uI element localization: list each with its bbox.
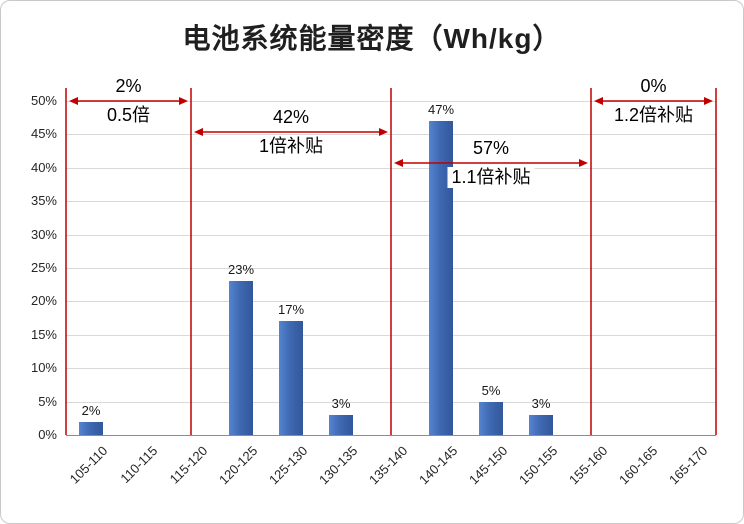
y-axis-tick-label: 0% xyxy=(38,427,57,442)
region-subsidy-label: 1.1倍补贴 xyxy=(447,167,535,188)
region-share-label: 0% xyxy=(636,76,671,97)
x-axis-category-label: 160-165 xyxy=(616,443,661,488)
gridline xyxy=(66,167,716,169)
region-share-label: 2% xyxy=(111,76,146,97)
gridline xyxy=(66,234,716,236)
chart-title: 电池系统能量密度（Wh/kg） xyxy=(182,23,562,54)
gridline xyxy=(66,334,716,336)
bar xyxy=(479,401,503,435)
x-axis-category-label: 140-145 xyxy=(416,443,461,488)
x-axis-category-label: 115-120 xyxy=(166,443,211,487)
x-axis-category-label: 135-140 xyxy=(366,443,411,488)
bar xyxy=(329,415,353,435)
region-share-label: 42% xyxy=(268,107,314,128)
y-axis-tick-label: 40% xyxy=(30,159,57,175)
x-axis-category-label: 150-155 xyxy=(516,443,561,488)
region-subsidy-label: 1倍补贴 xyxy=(254,136,328,157)
range-arrowhead-right xyxy=(579,159,588,167)
gridline xyxy=(66,134,716,136)
y-axis-tick-label: 25% xyxy=(30,260,57,275)
bar xyxy=(529,415,553,435)
y-axis-tick-label: 15% xyxy=(30,326,57,342)
x-axis-category-label: 105-110 xyxy=(66,443,111,487)
bar-value-label: 23% xyxy=(227,262,255,278)
y-axis-tick-label: 45% xyxy=(30,126,57,142)
bar-value-label: 17% xyxy=(277,302,305,318)
range-arrowhead-left xyxy=(394,159,403,167)
bar-value-label: 2% xyxy=(81,402,101,418)
x-axis-category-label: 145-150 xyxy=(466,443,511,488)
x-axis-category-label: 125-130 xyxy=(266,443,311,488)
bar xyxy=(279,321,303,435)
gridline xyxy=(66,401,716,403)
bar-value-label: 47% xyxy=(427,102,455,117)
region-share-label: 57% xyxy=(468,138,514,159)
region-subsidy-label: 1.2倍补贴 xyxy=(609,105,698,126)
bar xyxy=(229,281,253,435)
y-axis-tick-label: 35% xyxy=(30,193,57,209)
y-axis-tick-label: 20% xyxy=(30,293,57,309)
bar-value-label: 5% xyxy=(481,382,501,398)
bar-value-label: 3% xyxy=(331,396,351,411)
gridline xyxy=(66,201,716,203)
x-axis-category-label: 120-125 xyxy=(216,443,261,488)
x-axis-category-label: 130-135 xyxy=(316,443,361,488)
gridline xyxy=(66,301,716,303)
region-subsidy-label: 0.5倍 xyxy=(102,105,155,126)
y-axis-tick-label: 10% xyxy=(30,360,57,376)
gridline xyxy=(66,268,716,269)
gridline xyxy=(66,368,716,370)
x-axis-category-label: 110-115 xyxy=(117,443,161,486)
bar xyxy=(79,421,103,435)
bar-value-label: 3% xyxy=(531,396,551,411)
x-axis-category-label: 155-160 xyxy=(566,443,611,488)
y-axis-tick-label: 30% xyxy=(30,226,57,242)
x-axis-category-label: 165-170 xyxy=(666,443,711,488)
gridline xyxy=(66,101,716,102)
x-axis-line xyxy=(66,435,716,436)
y-axis-tick-label: 5% xyxy=(38,393,57,409)
y-axis-tick-label: 50% xyxy=(30,93,57,108)
